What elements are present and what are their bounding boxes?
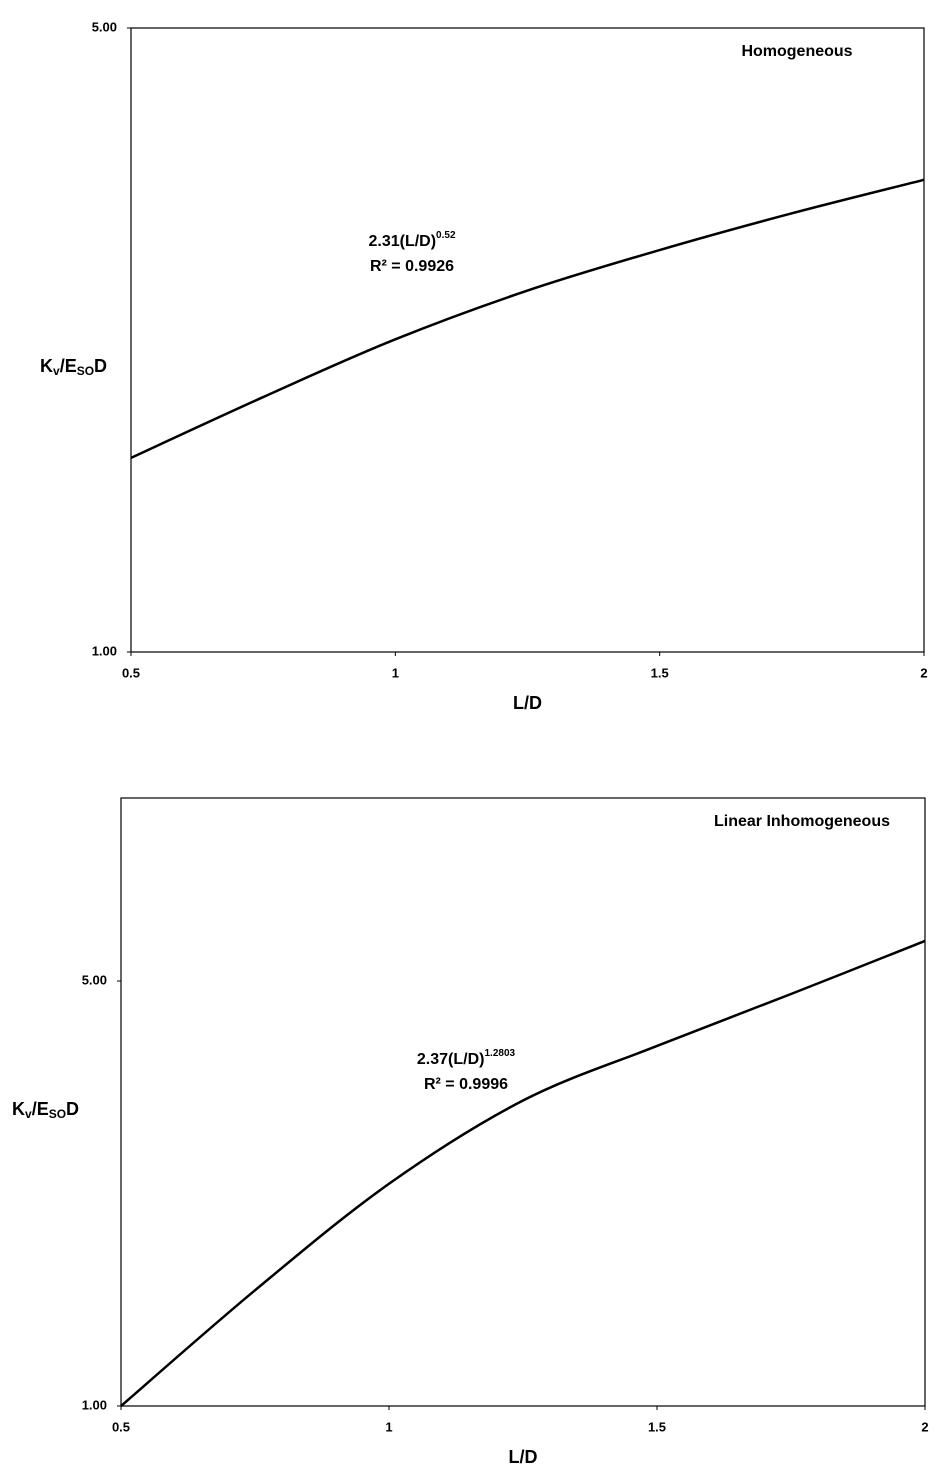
- plot-area: [120, 797, 926, 1407]
- r-squared: R² = 0.9926: [370, 258, 454, 275]
- x-axis-title: L/D: [513, 693, 542, 713]
- x-tick-label: 0.5: [112, 1419, 130, 1434]
- fit-equation-exponent: 0.52: [436, 230, 456, 241]
- y-axis-title-part: /E: [32, 1099, 49, 1119]
- x-tick-label: 1: [392, 665, 399, 680]
- y-axis-title: Kv/ESOD: [40, 356, 107, 378]
- fit-equation: 2.37(L/D)1.2803: [417, 1048, 516, 1069]
- y-axis-title-part: SO: [77, 364, 94, 378]
- y-tick-label: 1.00: [82, 1397, 107, 1412]
- y-axis-title-part: D: [94, 356, 107, 376]
- y-axis-title-part: v: [53, 364, 60, 378]
- y-axis-title-part: K: [12, 1099, 25, 1119]
- y-axis-title-part: D: [66, 1099, 79, 1119]
- y-axis-title-part: K: [40, 356, 53, 376]
- y-axis-title-part: SO: [49, 1107, 66, 1121]
- r-squared: R² = 0.9996: [424, 1076, 508, 1093]
- x-tick-label: 1.5: [651, 665, 669, 680]
- fit-equation-base: 2.37(L/D): [417, 1051, 485, 1068]
- data-line: [120, 939, 926, 1407]
- fit-equation-base: 2.31(L/D): [368, 233, 436, 250]
- y-axis-title-part: v: [25, 1107, 32, 1121]
- y-axis-title: Kv/ESOD: [12, 1099, 79, 1121]
- panel-label: Homogeneous: [741, 43, 852, 60]
- x-tick-label: 1: [385, 1419, 392, 1434]
- y-axis-title-part: /E: [60, 356, 77, 376]
- y-tick-label: 1.00: [92, 643, 117, 658]
- y-tick-label: 5.00: [82, 972, 107, 987]
- fit-equation-exponent: 1.2803: [484, 1048, 515, 1059]
- plot-area: [130, 27, 925, 653]
- fit-equation: 2.31(L/D)0.52: [368, 230, 455, 251]
- x-tick-label: 2: [920, 665, 927, 680]
- y-tick-label: 5.00: [92, 19, 117, 34]
- x-axis-title: L/D: [509, 1447, 538, 1467]
- panel-label: Linear Inhomogeneous: [714, 813, 890, 830]
- x-tick-label: 1.5: [648, 1419, 666, 1434]
- x-tick-label: 2: [921, 1419, 928, 1434]
- data-line: [130, 178, 925, 459]
- x-tick-label: 0.5: [122, 665, 140, 680]
